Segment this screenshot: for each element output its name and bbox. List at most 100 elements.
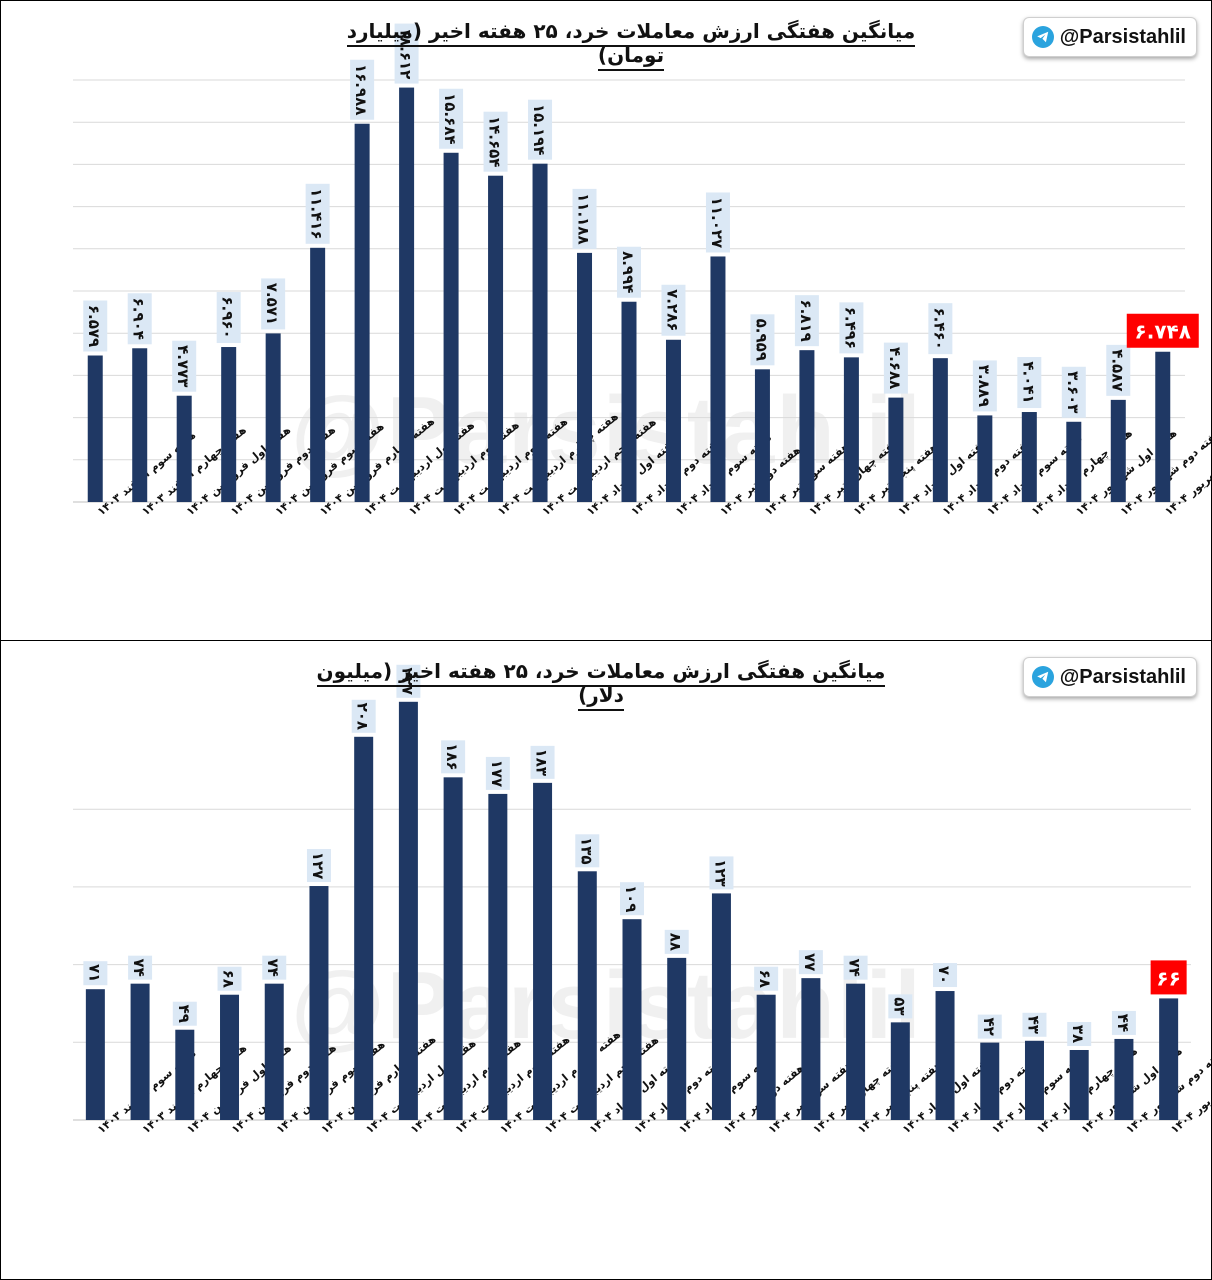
data-label-box (127, 293, 152, 345)
bar (1114, 1038, 1134, 1120)
data-label: ۱۸.۶۱۲ (394, 23, 419, 84)
data-label-text: ۳.۸۸۹ (975, 365, 993, 407)
bar (888, 397, 904, 502)
data-label: ۷۴ (843, 955, 868, 980)
data-label-box (485, 756, 510, 790)
data-label: ۳.۶۰۳ (1061, 366, 1086, 418)
bar (1024, 1040, 1044, 1120)
data-label-text: ۶۸ (220, 970, 238, 988)
data-label: ۱۸۶ (441, 740, 466, 774)
data-label-box (794, 295, 819, 347)
data-label-box (216, 292, 241, 344)
bar (1155, 351, 1171, 502)
data-label-box (261, 278, 286, 330)
data-label-box (839, 302, 864, 354)
data-label: ۱۵.۶۸۴ (439, 88, 464, 149)
telegram-handle-badge[interactable]: @Parsistahlil (1022, 17, 1197, 57)
data-label: ۱۲۳ (709, 856, 734, 890)
data-label: ۵۳ (888, 994, 913, 1019)
data-label-text: ۱۱.۴۱۶ (308, 188, 326, 239)
bar (665, 339, 681, 502)
bar (1069, 1049, 1089, 1120)
bar (533, 782, 553, 1120)
data-label: ۵.۹۵۹ (750, 314, 775, 366)
data-label: ۴۲ (977, 1014, 1002, 1039)
data-label-box (83, 300, 108, 352)
bar (354, 736, 374, 1120)
bar (711, 893, 731, 1120)
data-label-text: ۱۶.۹۸۸ (352, 64, 370, 115)
data-label: ۱۳۵ (575, 834, 600, 868)
data-label: ۴۴ (1111, 1010, 1136, 1035)
telegram-icon (1031, 666, 1054, 688)
data-label-box (305, 183, 330, 244)
bar (488, 793, 508, 1120)
bar (1021, 412, 1037, 502)
data-label-box (172, 1001, 197, 1026)
data-label-text: ۷۱ (85, 964, 103, 982)
handle-text: @Parsistahlil (1059, 25, 1186, 48)
chart-title-text: میانگین هفتگی ارزش معاملات خرد، ۲۵ هفته … (346, 19, 916, 71)
data-label-box (575, 834, 600, 868)
data-label-box (664, 929, 689, 954)
handle-text: @Parsistahlil (1059, 665, 1186, 688)
data-label-box (888, 994, 913, 1019)
data-label: ۸.۹۹۴ (617, 246, 641, 298)
chart-title: میانگین هفتگی ارزش معاملات خرد، ۲۵ هفته … (301, 659, 901, 711)
bar (309, 886, 329, 1120)
data-label: ۶۸ (754, 966, 779, 991)
bar (1066, 421, 1082, 502)
data-label: ۴.۷۷۳ (172, 340, 197, 392)
bar (176, 395, 192, 502)
bar (265, 333, 281, 502)
data-label-box (1111, 1010, 1136, 1035)
bar (577, 252, 593, 502)
data-label: ۶.۵۷۹ (83, 300, 108, 352)
data-label-text: ۱۳۵ (577, 837, 595, 864)
data-label-box (1017, 357, 1042, 409)
data-label: ۷۴ (262, 955, 287, 980)
data-label: ۶۶ (1150, 960, 1187, 995)
data-label-box (217, 966, 242, 991)
bar (846, 983, 866, 1120)
telegram-handle-badge[interactable]: @Parsistahlil (1022, 657, 1197, 697)
data-label-text: ۶.۷۴۸ (1135, 320, 1191, 344)
data-label-box (1106, 344, 1131, 396)
bar (532, 163, 548, 502)
data-label: ۷.۵۷۱ (261, 278, 286, 330)
data-label-text: ۵.۹۵۹ (752, 319, 770, 361)
data-label: ۱۰۹ (620, 882, 644, 916)
data-label: ۴۹ (172, 1001, 197, 1026)
data-label: ۷۴ (128, 955, 153, 980)
data-label-text: ۷۷ (801, 953, 819, 971)
bar (264, 983, 284, 1120)
bar (132, 348, 148, 502)
data-label-text: ۶.۴۹۶ (841, 307, 859, 349)
data-label-box (1022, 1012, 1047, 1037)
data-label-box (1061, 366, 1086, 418)
data-label-box (83, 961, 108, 986)
bar (980, 1042, 1000, 1120)
data-label-text: ۳۸ (1069, 1025, 1087, 1043)
bar (310, 247, 326, 502)
bar (932, 358, 948, 502)
bar (622, 919, 642, 1120)
bar (1159, 998, 1179, 1120)
bar (710, 256, 726, 502)
data-label: ۸۸ (664, 929, 689, 954)
bar (221, 347, 237, 502)
data-label-text: ۷۴ (130, 959, 148, 977)
bar (175, 1029, 195, 1120)
data-label: ۱۲۷ (306, 849, 331, 883)
data-label-box (709, 856, 734, 890)
data-label-text: ۱۱.۰۲۷ (708, 197, 726, 248)
data-label-box (933, 963, 958, 988)
data-label-text: ۷.۲۸۶ (663, 289, 681, 331)
data-label-text: ۶.۹۶۰ (219, 296, 237, 338)
data-label-box (572, 188, 597, 249)
chart-panel-dollar: @Parsistahlil ۷۱ هفته سوم اسفند ۱۴۰۳ ۷۴ هفت… (0, 640, 1212, 1280)
bar (354, 123, 370, 503)
bar (801, 978, 821, 1120)
data-label-text: ۱۰۹ (622, 885, 640, 912)
